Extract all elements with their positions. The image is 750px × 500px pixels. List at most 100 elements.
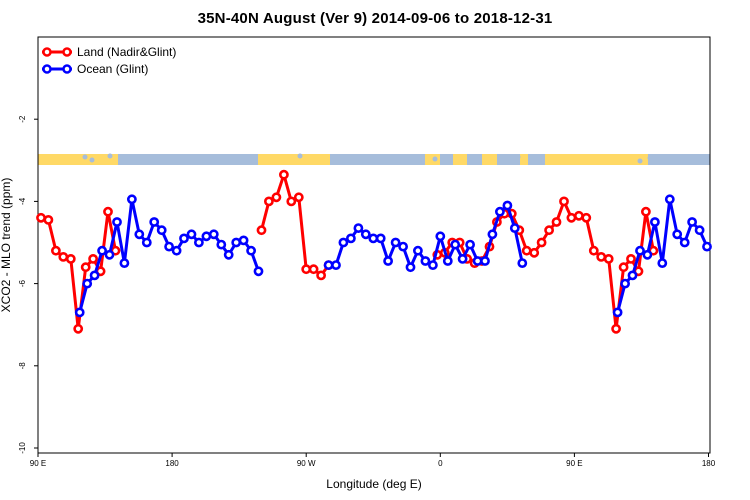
mask-detail xyxy=(82,154,88,160)
ocean-point xyxy=(141,237,152,248)
ocean-point xyxy=(375,233,386,244)
y-tick-label: -2 xyxy=(18,115,27,123)
ocean-point xyxy=(112,217,122,227)
ocean-point xyxy=(650,217,660,227)
ocean-point xyxy=(420,256,431,266)
land-point xyxy=(51,245,61,256)
ocean-point xyxy=(390,237,401,248)
ocean-point xyxy=(360,229,371,240)
ocean-point xyxy=(398,241,408,252)
ocean-point xyxy=(126,194,137,205)
ocean-point xyxy=(223,249,234,260)
land-mask-segment xyxy=(425,154,440,165)
land-point xyxy=(566,212,577,223)
x-axis-title: Longitude (deg E) xyxy=(326,477,421,491)
mask-detail xyxy=(89,157,95,163)
ocean-point xyxy=(435,231,446,242)
land-point xyxy=(618,262,629,273)
ocean-point xyxy=(494,206,505,217)
mask-detail xyxy=(432,156,438,162)
mask-detail xyxy=(107,153,113,159)
legend-ocean-marker xyxy=(42,64,52,74)
ocean-point xyxy=(642,249,653,260)
ocean-point xyxy=(627,270,638,281)
land-point xyxy=(65,253,76,264)
land-point xyxy=(308,264,319,275)
ocean-point xyxy=(338,237,349,248)
ocean-point xyxy=(246,245,256,256)
mask-detail xyxy=(647,155,653,161)
ocean-point xyxy=(465,239,475,250)
ocean-point xyxy=(74,307,85,318)
ocean-point xyxy=(208,229,219,240)
land-point xyxy=(58,251,69,262)
land-ocean-strip xyxy=(38,154,710,165)
ocean-point xyxy=(201,231,212,242)
x-tick-label: 90 E xyxy=(30,459,46,468)
land-mask-segment xyxy=(520,154,528,165)
ocean-point xyxy=(457,253,468,264)
ocean-point xyxy=(253,266,264,277)
ocean-point xyxy=(119,258,130,268)
land-point xyxy=(603,253,614,264)
land-point xyxy=(521,245,532,256)
ocean-point xyxy=(331,260,341,270)
y-tick-label: -6 xyxy=(18,279,27,287)
ocean-point xyxy=(620,278,630,289)
y-tick-label: -8 xyxy=(18,362,27,370)
land-point xyxy=(536,237,547,248)
ocean-point xyxy=(405,262,416,273)
ocean-point xyxy=(517,258,528,268)
ocean-point xyxy=(383,256,393,266)
ocean-point xyxy=(694,225,705,236)
ocean-point xyxy=(149,217,160,227)
legend-ocean-marker xyxy=(62,64,72,74)
land-mask-segment xyxy=(258,154,330,165)
ocean-point xyxy=(487,229,498,240)
ocean-point xyxy=(679,237,690,248)
mask-detail xyxy=(297,153,303,159)
ocean-point xyxy=(702,241,712,252)
ocean-point xyxy=(216,239,227,250)
x-tick-label: 180 xyxy=(165,459,179,468)
ocean-point xyxy=(156,225,167,236)
ocean-point xyxy=(186,229,197,240)
ocean-point xyxy=(164,241,174,252)
ocean-point xyxy=(664,194,675,205)
land-point xyxy=(88,253,98,264)
ocean-point xyxy=(442,256,453,266)
land-point xyxy=(559,196,569,207)
ocean-point xyxy=(450,239,461,250)
ocean-point xyxy=(427,260,438,270)
ocean-point xyxy=(238,235,249,246)
legend: Land (Nadir&Glint) Ocean (Glint) xyxy=(42,45,176,76)
land-point xyxy=(256,225,267,236)
ocean-point xyxy=(82,278,93,289)
land-point xyxy=(544,225,554,236)
land-point xyxy=(73,323,84,334)
ocean-series xyxy=(74,194,712,318)
y-axis-title: XCO2 - MLO trend (ppm) xyxy=(0,178,13,313)
land-line-segment xyxy=(260,173,330,277)
ocean-point xyxy=(672,229,683,240)
land-point xyxy=(80,262,91,273)
legend-land-marker xyxy=(42,47,52,57)
land-mask-segment xyxy=(38,154,118,165)
ocean-point xyxy=(134,229,145,240)
mask-detail xyxy=(515,154,521,160)
ocean-point xyxy=(171,245,182,256)
plot-frame xyxy=(37,36,711,454)
chart-title: 35N-40N August (Ver 9) 2014-09-06 to 201… xyxy=(197,10,553,27)
legend-land-marker xyxy=(62,47,72,57)
land-mask-segment xyxy=(482,154,497,165)
land-point xyxy=(529,247,540,258)
x-tick-label: 180 xyxy=(702,459,716,468)
land-point xyxy=(103,206,113,217)
land-point xyxy=(43,214,54,225)
land-point xyxy=(581,212,592,223)
legend-ocean-label: Ocean (Glint) xyxy=(77,62,148,76)
land-point xyxy=(263,196,274,207)
mask-detail xyxy=(637,158,643,164)
ocean-point xyxy=(612,307,623,318)
